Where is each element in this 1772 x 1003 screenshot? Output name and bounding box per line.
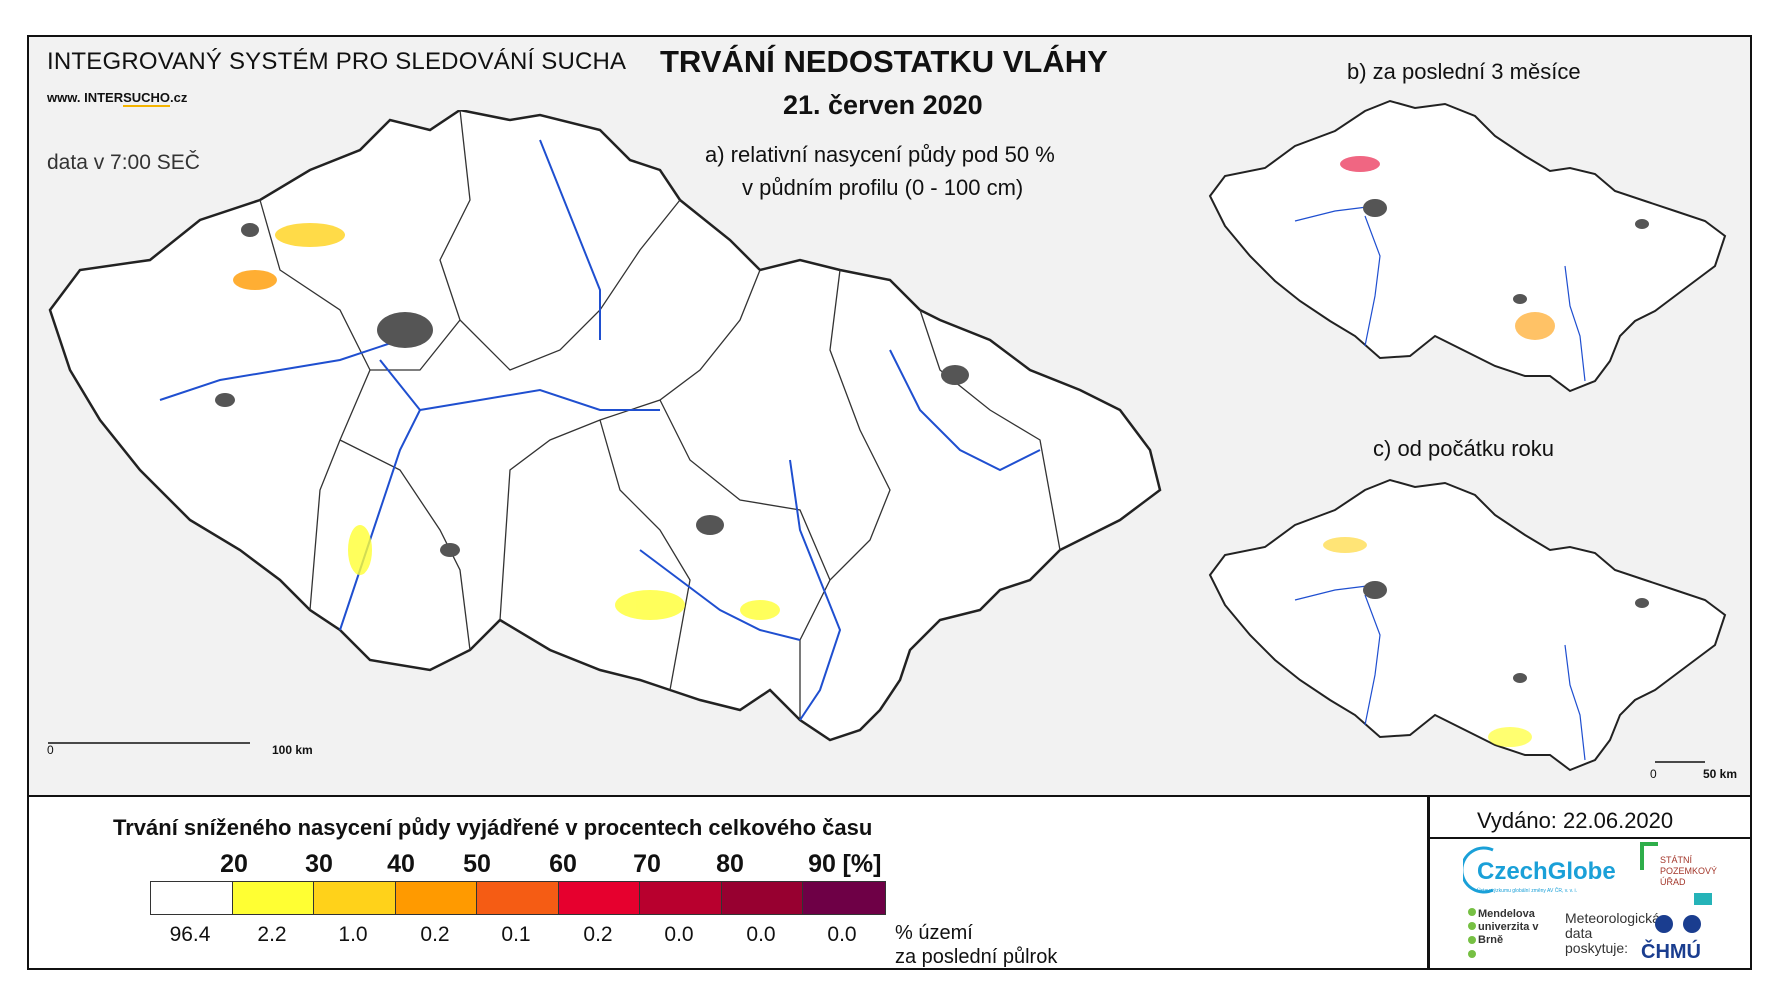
main-map-region-borders <box>259 110 1061 720</box>
legend-swatch <box>477 882 559 914</box>
legend-area-label: % území <box>895 922 973 944</box>
main-map-subtitle-line1: a) relativní nasycení půdy pod 50 % <box>705 142 1055 167</box>
legend-swatch <box>640 882 722 914</box>
main-map-drought-patches <box>233 223 780 620</box>
meteo-data-text: Meteorologická data poskytuje: <box>1565 910 1660 956</box>
spu-logo-text: STÁTNÍ POZEMKOVÝ ÚŘAD <box>1660 855 1718 887</box>
website-link[interactable]: www. INTERSUCHO.cz <box>47 90 188 107</box>
legend-bin-label: 90 <box>808 850 836 878</box>
legend-swatch <box>803 882 885 914</box>
main-title: TRVÁNÍ NEDOSTATKU VLÁHY <box>660 44 1108 79</box>
map-c-country-shape <box>1208 478 1727 772</box>
map-b-drought-hotspot-south <box>1515 312 1555 340</box>
legend-bin-label: 50 <box>463 850 491 878</box>
map-b-subtitle: b) za poslední 3 měsíce <box>1347 59 1581 84</box>
legend-title: Trvání sníženého nasycení půdy vyjádřené… <box>113 815 873 840</box>
website-prefix: www. INTER <box>47 90 124 105</box>
legend-bin-label: 40 <box>387 850 415 878</box>
main-map-urban-areas <box>215 223 969 557</box>
spu-logo-square-icon <box>1694 893 1712 905</box>
legend-area-percent: 0.0 <box>827 923 857 946</box>
system-title: INTEGROVANÝ SYSTÉM PRO SLEDOVÁNÍ SUCHA <box>47 48 627 75</box>
legend-swatch <box>314 882 396 914</box>
legend-area-percent: 2.2 <box>257 923 287 946</box>
legend-area-period-label: za poslední půlrok <box>895 946 1058 968</box>
map-c-subtitle: c) od počátku roku <box>1373 436 1554 461</box>
website-highlight: SUCHO <box>123 90 171 107</box>
legend-swatch <box>558 882 640 914</box>
legend-color-bar <box>150 881 886 915</box>
legend-area-percent: 0.1 <box>501 923 531 946</box>
czechglobe-logo-icon <box>1463 846 1494 894</box>
legend-bin-label: 60 <box>549 850 577 878</box>
map-c-drought-hotspot-north <box>1323 537 1367 553</box>
main-scale-end: 100 km <box>272 743 313 757</box>
mendel-logo-dots-icon <box>1468 908 1476 958</box>
main-map-rivers <box>159 139 1041 721</box>
map-c-drought-hotspot-south <box>1488 727 1532 747</box>
date-title: 21. červen 2020 <box>783 90 983 120</box>
legend-bin-label: 80 <box>716 850 744 878</box>
legend-area-percent: 1.0 <box>338 923 368 946</box>
bottom-divider <box>27 795 1752 798</box>
mendel-logo-text: Mendelova univerzita v Brně <box>1478 908 1539 946</box>
legend-vertical-divider <box>1427 795 1430 970</box>
small-scale-start: 0 <box>1650 767 1657 781</box>
issued-box <box>1430 797 1750 839</box>
legend-bin-label: 20 <box>220 850 248 878</box>
legend-bin-label: 70 <box>633 850 661 878</box>
legend-swatch <box>395 882 477 914</box>
website-suffix: .cz <box>170 90 188 105</box>
legend-area-percent: 0.0 <box>664 923 694 946</box>
map-c <box>1208 478 1727 772</box>
main-map-country-shape <box>48 110 1162 742</box>
issued-date: Vydáno: 22.06.2020 <box>1477 808 1674 833</box>
chmu-logo-text: ČHMÚ <box>1641 941 1701 963</box>
spu-logo-icon <box>1640 842 1658 870</box>
main-scale-start: 0 <box>47 743 54 757</box>
main-map <box>48 110 1162 744</box>
legend-area-percent: 96.4 <box>169 923 211 946</box>
legend-area-percent: 0.2 <box>583 923 613 946</box>
legend-swatch <box>721 882 803 914</box>
map-b-drought-hotspot-north <box>1340 156 1380 172</box>
czechglobe-logo-text: CzechGlobe <box>1477 858 1616 885</box>
small-scale-end: 50 km <box>1703 767 1738 781</box>
map-b-country-shape <box>1208 99 1727 393</box>
legend-swatch <box>232 882 314 914</box>
legend-area-percent: 0.0 <box>746 923 776 946</box>
czechglobe-logo-subtext: Ústav výzkumu globální změny AV ČR, v. v… <box>1477 888 1578 894</box>
legend-area-percent: 0.2 <box>420 923 450 946</box>
legend-bin-label: 30 <box>305 850 333 878</box>
legend-unit: [%] <box>842 850 882 878</box>
legend-swatch <box>151 882 233 914</box>
data-time: data v 7:00 SEČ <box>47 151 200 174</box>
main-map-subtitle-line2: v půdním profilu (0 - 100 cm) <box>742 175 1024 200</box>
chmu-logo-icon <box>1655 915 1701 933</box>
map-b <box>1208 99 1727 393</box>
